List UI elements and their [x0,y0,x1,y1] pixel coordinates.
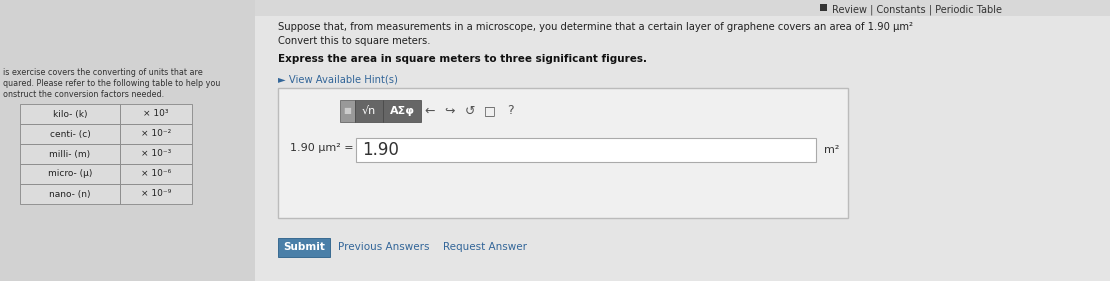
Text: kilo- (k): kilo- (k) [53,110,88,119]
Text: ←: ← [425,105,435,117]
Bar [20,164,120,184]
Bar [120,144,192,164]
Bar [255,0,1110,16]
Text: onstruct the conversion factors needed.: onstruct the conversion factors needed. [3,90,164,99]
Text: × 10⁻⁶: × 10⁻⁶ [141,169,171,178]
Text: micro- (μ): micro- (μ) [48,169,92,178]
Bar [0,0,255,281]
Bar [383,100,421,122]
Text: 1.90: 1.90 [362,141,398,159]
Bar [20,184,120,204]
Bar [20,144,120,164]
Text: √n: √n [362,106,376,116]
Bar [278,238,330,257]
Bar [120,164,192,184]
Text: milli- (m): milli- (m) [50,149,91,158]
Text: m²: m² [824,145,839,155]
Text: Submit: Submit [283,243,325,253]
Text: ?: ? [506,105,513,117]
Text: nano- (n): nano- (n) [49,189,91,198]
Bar [356,138,816,162]
Text: AΣφ: AΣφ [390,106,414,116]
Text: × 10⁻³: × 10⁻³ [141,149,171,158]
Bar [120,184,192,204]
Text: Review | Constants | Periodic Table: Review | Constants | Periodic Table [832,5,1002,15]
Bar [355,100,383,122]
Text: ↪: ↪ [445,105,455,117]
Text: □: □ [484,105,496,117]
Bar [20,104,120,124]
Bar [255,0,1110,281]
Text: quared. Please refer to the following table to help you: quared. Please refer to the following ta… [3,79,221,88]
Text: Request Answer: Request Answer [443,243,527,253]
Bar [340,100,355,122]
Bar [820,4,827,11]
Text: 1.90 μm² =: 1.90 μm² = [290,143,354,153]
Bar [120,124,192,144]
Text: Previous Answers: Previous Answers [339,243,430,253]
Text: × 10³: × 10³ [143,110,169,119]
Text: ► View Available Hint(s): ► View Available Hint(s) [278,74,397,84]
Text: Suppose that, from measurements in a microscope, you determine that a certain la: Suppose that, from measurements in a mic… [278,22,914,32]
Bar [278,88,848,218]
Bar [120,104,192,124]
Text: × 10⁻²: × 10⁻² [141,130,171,139]
Text: centi- (c): centi- (c) [50,130,90,139]
Text: ↺: ↺ [465,105,475,117]
Text: ■: ■ [343,106,351,115]
Text: × 10⁻⁹: × 10⁻⁹ [141,189,171,198]
Text: Convert this to square meters.: Convert this to square meters. [278,36,431,46]
Text: Express the area in square meters to three significant figures.: Express the area in square meters to thr… [278,54,647,64]
Bar [20,124,120,144]
Text: is exercise covers the converting of units that are: is exercise covers the converting of uni… [3,68,203,77]
